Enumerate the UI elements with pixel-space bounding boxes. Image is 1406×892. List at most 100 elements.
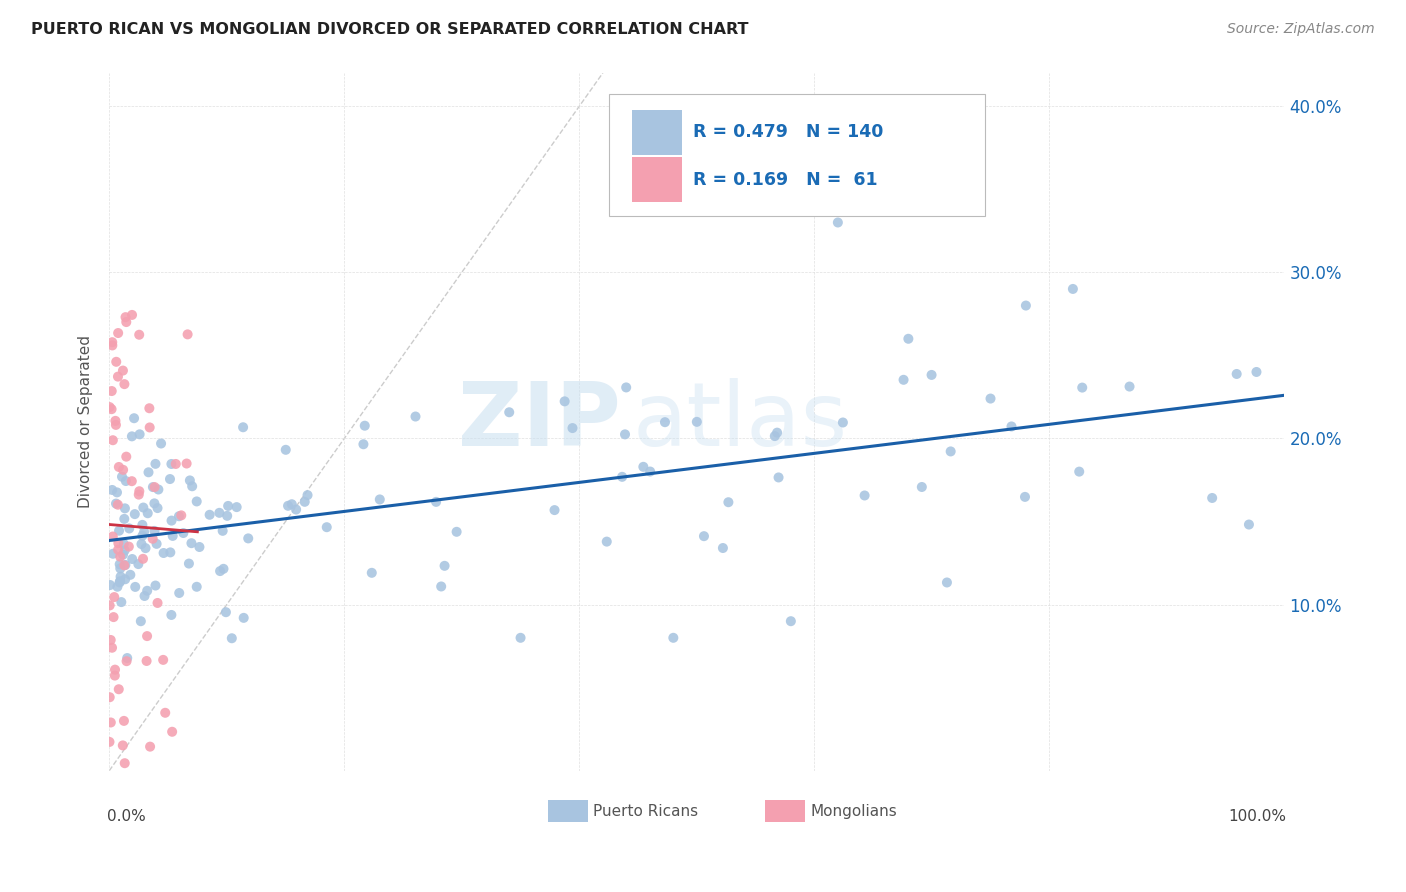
Point [107, 536, 129, 550]
Point [430, 579, 453, 593]
Point [108, 574, 131, 589]
Point [177, 557, 200, 571]
Point [107, 682, 129, 697]
Point [935, 575, 957, 590]
Point [142, 532, 165, 546]
Point [131, 529, 153, 543]
Point [146, 501, 169, 516]
Text: 100.0%: 100.0% [1229, 809, 1286, 824]
Point [1014, 490, 1036, 504]
Point [112, 463, 135, 477]
Point [633, 459, 655, 474]
Point [1000, 419, 1022, 434]
Point [145, 578, 167, 592]
Point [104, 668, 127, 682]
Text: atlas: atlas [633, 378, 848, 466]
Point [98, 578, 121, 592]
Point [115, 654, 138, 668]
Point [209, 564, 232, 578]
Point [179, 474, 201, 488]
Point [159, 545, 181, 559]
Point [136, 629, 159, 643]
Point [100, 402, 122, 417]
Point [124, 507, 146, 521]
Point [498, 405, 520, 419]
Point [152, 653, 174, 667]
Point [107, 498, 129, 512]
Point [176, 327, 198, 342]
Point [165, 457, 187, 471]
Point [143, 480, 166, 494]
Point [766, 425, 789, 440]
Point [352, 437, 374, 451]
Text: Puerto Ricans: Puerto Ricans [593, 804, 699, 819]
Point [152, 546, 174, 560]
Point [368, 492, 391, 507]
Point [103, 610, 125, 624]
Point [221, 632, 243, 646]
Point [98, 400, 121, 414]
Point [121, 429, 143, 443]
Point [446, 524, 468, 539]
Point [111, 548, 134, 562]
Point [107, 542, 129, 557]
Point [433, 558, 456, 573]
Point [128, 327, 150, 342]
Point [162, 529, 184, 543]
Point [170, 508, 193, 523]
Point [107, 580, 129, 594]
Point [509, 631, 531, 645]
Point [135, 541, 157, 556]
Point [111, 469, 134, 483]
Point [110, 561, 132, 575]
Point [101, 434, 124, 448]
Point [921, 368, 943, 382]
Point [225, 500, 247, 515]
Point [145, 457, 167, 471]
Point [127, 557, 149, 571]
Point [232, 611, 254, 625]
Point [112, 558, 135, 573]
Text: PUERTO RICAN VS MONGOLIAN DIVORCED OR SEPARATED CORRELATION CHART: PUERTO RICAN VS MONGOLIAN DIVORCED OR SE… [31, 22, 748, 37]
Point [104, 663, 127, 677]
Point [217, 499, 239, 513]
Point [979, 392, 1001, 406]
Point [208, 506, 231, 520]
Point [662, 631, 685, 645]
Point [132, 500, 155, 515]
Point [1237, 517, 1260, 532]
Point [614, 380, 637, 394]
Point [186, 494, 208, 508]
Point [115, 450, 138, 464]
Text: Source: ZipAtlas.com: Source: ZipAtlas.com [1227, 22, 1375, 37]
Point [939, 444, 962, 458]
Point [614, 427, 637, 442]
Point [853, 488, 876, 502]
Point [101, 338, 124, 352]
Point [160, 457, 183, 471]
Text: ZIP: ZIP [458, 378, 620, 466]
Point [717, 495, 740, 509]
Point [217, 508, 239, 523]
Point [105, 355, 128, 369]
Point [779, 614, 801, 628]
Point [138, 420, 160, 434]
Point [893, 373, 915, 387]
Point [114, 572, 136, 586]
Point [135, 654, 157, 668]
Point [315, 520, 337, 534]
Point [693, 529, 716, 543]
Point [115, 651, 138, 665]
Point [186, 580, 208, 594]
Point [114, 558, 136, 572]
Point [110, 595, 132, 609]
Y-axis label: Divorced or Separated: Divorced or Separated [79, 335, 93, 508]
Point [238, 532, 260, 546]
Point [172, 526, 194, 541]
Point [136, 506, 159, 520]
Point [105, 497, 128, 511]
Point [112, 512, 135, 526]
Point [232, 420, 254, 434]
FancyBboxPatch shape [547, 800, 588, 822]
Point [136, 583, 159, 598]
